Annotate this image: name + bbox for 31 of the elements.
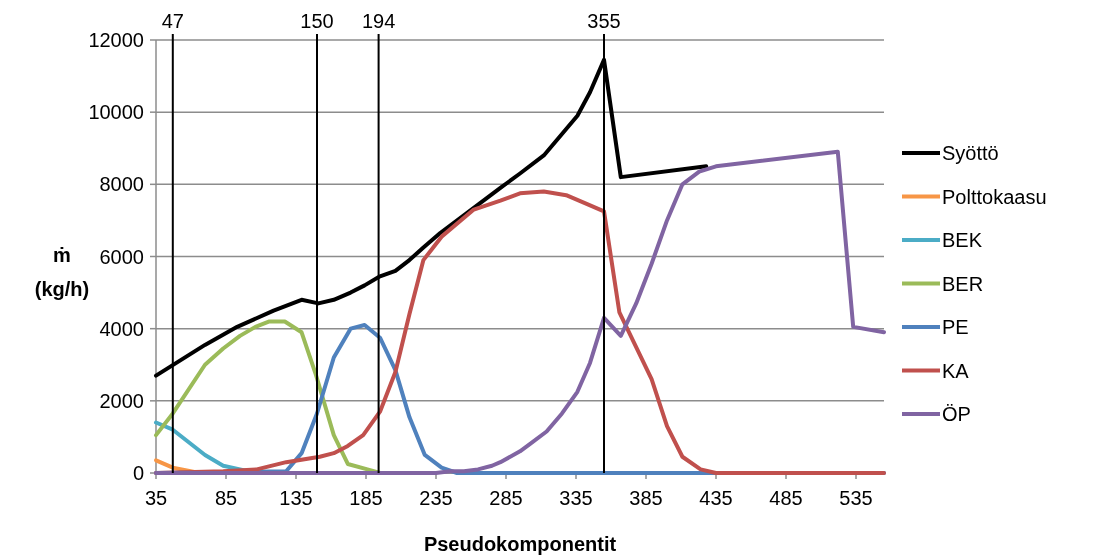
legend-label: BER <box>942 272 984 295</box>
x-tick-label: 135 <box>279 487 313 509</box>
legend-label: PE <box>942 316 969 338</box>
x-tick-label: 35 <box>144 487 168 509</box>
y-tick-label: 8000 <box>99 173 144 196</box>
x-tick-label: 385 <box>629 487 663 509</box>
y-tick-label: 12000 <box>88 29 144 51</box>
ref-line-label: 355 <box>587 10 621 32</box>
legend-label: Syöttö <box>942 142 999 164</box>
x-tick-label: 435 <box>699 487 733 509</box>
legend-label: Polttokaasu <box>942 185 1047 208</box>
y-tick-label: 2000 <box>99 389 144 412</box>
legend-label: BEK <box>942 229 983 251</box>
y-tick-label: 10000 <box>88 101 144 124</box>
ref-line-label: 47 <box>161 10 184 32</box>
ref-line-label: 194 <box>361 10 396 32</box>
legend-label: KA <box>942 359 970 382</box>
x-tick-label: 335 <box>559 487 593 509</box>
ref-line-label: 150 <box>300 10 334 32</box>
x-tick-label: 485 <box>769 487 803 509</box>
x-tick-label: 185 <box>349 487 383 509</box>
y-tick-label: 0 <box>132 462 144 484</box>
x-tick-label: 235 <box>419 487 453 509</box>
x-tick-label: 535 <box>839 487 873 509</box>
y-tick-label: 4000 <box>99 317 144 340</box>
y-axis-title: ṁ (kg/h) <box>34 244 90 300</box>
x-axis-title: Pseudokomponentit <box>423 533 617 555</box>
legend-label: ÖP <box>942 403 971 425</box>
y-tick-label: 6000 <box>99 245 144 268</box>
x-tick-label: 285 <box>489 487 523 509</box>
x-tick-label: 85 <box>214 487 238 509</box>
